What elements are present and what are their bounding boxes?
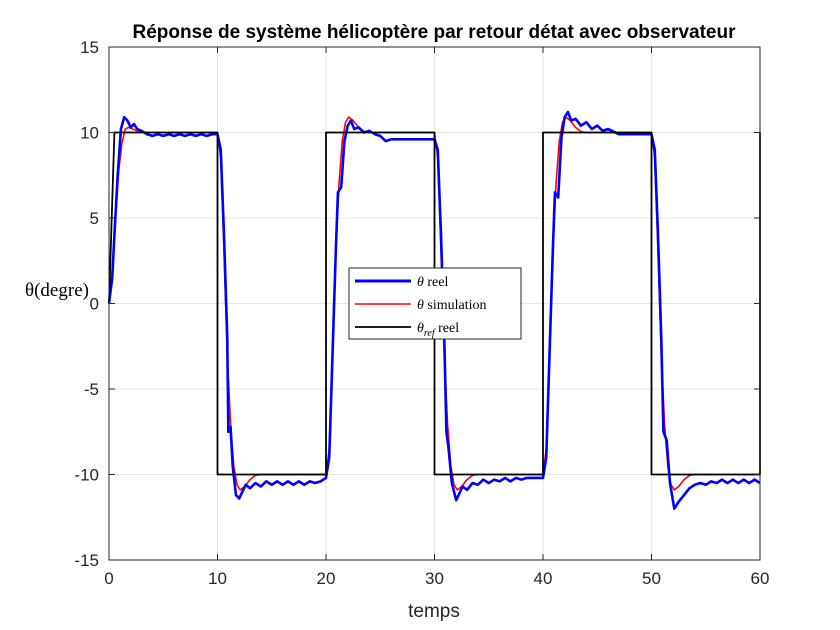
y-tick-label: 10 xyxy=(80,124,99,143)
legend-entry: θref reel xyxy=(417,321,459,339)
x-tick-label: 20 xyxy=(317,569,336,588)
legend-symbol: θ xyxy=(417,298,424,313)
x-tick-label: 40 xyxy=(534,569,553,588)
y-tick-label: 5 xyxy=(90,209,99,228)
legend-subscript: ref xyxy=(424,328,436,339)
y-tick-label: -5 xyxy=(84,380,99,399)
legend-entry: θ reel xyxy=(417,275,448,290)
ticks: 0 10 20 30 40 50 60 -15 -10 -5 0 5 10 15 xyxy=(74,38,769,588)
legend-symbol: θ xyxy=(417,321,424,336)
y-tick-label: -10 xyxy=(74,466,99,485)
x-tick-label: 30 xyxy=(425,569,444,588)
y-axis-label: θ(degre) xyxy=(25,280,89,301)
legend-entry: θ simulation xyxy=(417,298,487,313)
y-tick-label: -15 xyxy=(74,551,99,570)
x-axis-label: temps xyxy=(408,601,460,622)
legend-text: simulation xyxy=(424,298,487,313)
y-tick-label: 15 xyxy=(80,38,99,57)
legend-text: reel xyxy=(424,275,449,290)
x-tick-label: 0 xyxy=(104,569,113,588)
x-tick-label: 50 xyxy=(642,569,661,588)
chart-title: Réponse de système hélicoptère par retou… xyxy=(133,22,737,43)
y-tick-label: 0 xyxy=(90,295,99,314)
legend-symbol: θ xyxy=(417,275,424,290)
series-line-0 xyxy=(107,110,761,510)
legend-text: reel xyxy=(435,321,460,336)
x-tick-label: 60 xyxy=(751,569,770,588)
x-tick-label: 10 xyxy=(208,569,227,588)
